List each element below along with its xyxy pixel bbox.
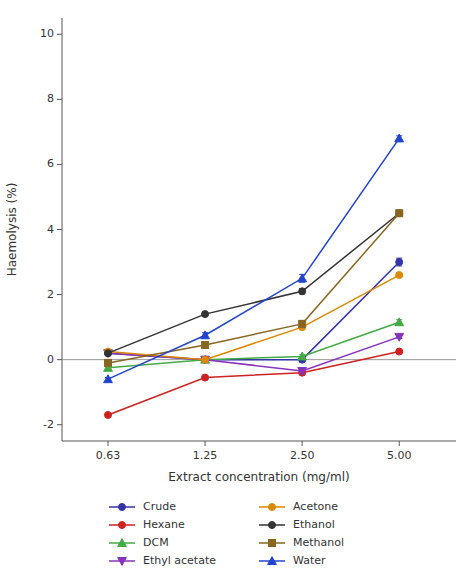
x-tick [399, 441, 400, 446]
y-tick-label: 8 [47, 92, 54, 105]
legend-item: Ethyl acetate [109, 554, 216, 567]
point [299, 288, 306, 295]
y-tick-label: -2 [43, 418, 54, 431]
series-line [108, 352, 399, 415]
point [395, 134, 404, 142]
point [298, 274, 307, 282]
legend-swatch-marker [119, 504, 126, 511]
y-tick [57, 294, 62, 295]
legend-swatch-marker [269, 504, 276, 511]
legend-item: Ethanol [259, 518, 335, 531]
legend-label: DCM [143, 536, 169, 549]
legend-label: Hexane [143, 518, 185, 531]
point [105, 350, 112, 357]
x-tick-label: 0.63 [96, 449, 121, 462]
legend-swatch-marker [118, 539, 127, 547]
series-line [108, 213, 399, 363]
point [202, 342, 209, 349]
y-axis: -2 0 2 4 6 8 10 [40, 18, 62, 441]
point [104, 375, 113, 383]
series-line [108, 262, 399, 360]
y-tick-label: 4 [47, 223, 54, 236]
y-tick [57, 359, 62, 360]
point [396, 259, 403, 266]
point [201, 356, 210, 364]
x-tick-label: 5.00 [387, 449, 412, 462]
point [396, 272, 403, 279]
plot-area [62, 134, 456, 418]
legend-swatch-marker [119, 522, 126, 529]
point [396, 348, 403, 355]
point [202, 311, 209, 318]
series-line [108, 337, 399, 371]
point [105, 359, 112, 366]
legend-item: DCM [109, 536, 169, 549]
y-axis-line [62, 18, 63, 441]
series-line [108, 213, 399, 353]
series-line [108, 275, 399, 360]
chart: -2 0 2 4 6 8 10 0.63 1.25 2.50 5.00 Extract concent… [0, 0, 474, 585]
legend-item: Crude [109, 500, 176, 513]
legend: Crude Hexane DCM Ethyl acetate Acetone Ethano… [109, 500, 344, 567]
series [105, 258, 403, 363]
legend-item: Water [259, 554, 326, 567]
point [105, 411, 112, 418]
y-tick [57, 34, 62, 35]
legend-item: Acetone [259, 500, 338, 513]
x-tick-label: 1.25 [193, 449, 218, 462]
y-tick [57, 424, 62, 425]
series-line [108, 138, 399, 379]
legend-label: Ethanol [293, 518, 335, 531]
error-bar [396, 258, 402, 266]
legend-label: Methanol [293, 536, 344, 549]
legend-item: Methanol [259, 536, 344, 549]
point [202, 356, 209, 363]
y-tick-label: 0 [47, 353, 54, 366]
x-tick [205, 441, 206, 446]
series-line [108, 322, 399, 368]
point [202, 356, 209, 363]
point [396, 210, 403, 217]
point [202, 374, 209, 381]
y-axis-label: Haemolysis (%) [5, 183, 19, 277]
legend-swatch-marker [269, 522, 276, 529]
legend-label: Water [293, 554, 326, 567]
error-bar [299, 289, 305, 294]
point [395, 333, 404, 341]
legend-swatch-marker [118, 558, 127, 566]
point [105, 350, 112, 357]
y-tick [57, 99, 62, 100]
legend-swatch-marker [269, 540, 276, 547]
series [104, 318, 404, 371]
point [201, 331, 210, 339]
x-tick-label: 2.50 [290, 449, 315, 462]
y-tick [57, 164, 62, 165]
series [104, 134, 404, 383]
legend-label: Acetone [293, 500, 338, 513]
y-tick-label: 2 [47, 288, 54, 301]
legend-item: Hexane [109, 518, 185, 531]
x-tick [108, 441, 109, 446]
legend-swatch-marker [268, 557, 277, 565]
series [105, 272, 403, 364]
y-tick-label: 6 [47, 157, 54, 170]
point [298, 352, 307, 360]
x-axis-label: Extract concentration (mg/ml) [168, 470, 349, 484]
x-axis: 0.63 1.25 2.50 5.00 [62, 441, 456, 462]
legend-label: Crude [143, 500, 176, 513]
point [299, 320, 306, 327]
point [396, 210, 403, 217]
x-tick [302, 441, 303, 446]
legend-label: Ethyl acetate [143, 554, 216, 567]
error-bar [299, 321, 305, 328]
y-tick [57, 229, 62, 230]
point [298, 368, 307, 376]
y-tick-label: 10 [40, 27, 54, 40]
point [395, 318, 404, 326]
point [104, 350, 113, 358]
series [105, 210, 403, 367]
x-axis-line [62, 441, 456, 442]
point [201, 355, 210, 363]
